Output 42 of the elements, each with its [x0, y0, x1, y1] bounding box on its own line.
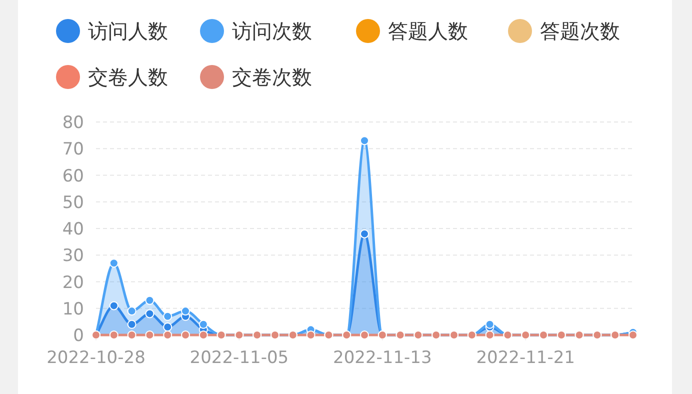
legend-label: 交卷次数: [232, 65, 312, 89]
y-tick-label: 30: [62, 246, 84, 266]
point: [163, 330, 172, 340]
point: [163, 312, 172, 321]
point: [360, 229, 369, 238]
point: [485, 320, 494, 329]
x-tick-label: 2022-11-05: [190, 348, 289, 368]
point: [109, 330, 118, 340]
point: [145, 330, 154, 340]
point: [628, 330, 638, 340]
y-tick-label: 50: [62, 192, 84, 213]
point: [198, 330, 208, 340]
point: [198, 320, 208, 329]
y-tick-label: 40: [62, 220, 84, 240]
point: [163, 322, 172, 332]
point: [485, 330, 494, 340]
point: [181, 330, 190, 340]
y-tick-label: 80: [62, 113, 84, 133]
point: [127, 306, 136, 316]
legend-label: 访问人数: [88, 19, 168, 43]
legend-label: 答题次数: [540, 19, 620, 43]
y-tick-label: 60: [62, 166, 84, 186]
point: [181, 306, 190, 316]
point: [360, 136, 369, 146]
legend-label: 访问次数: [232, 19, 312, 43]
point: [127, 320, 136, 329]
x-tick-label: 2022-10-28: [46, 348, 146, 368]
point: [109, 301, 118, 310]
y-tick-label: 0: [73, 326, 84, 346]
y-tick-label: 20: [62, 272, 84, 293]
legend-label: 答题人数: [388, 19, 468, 43]
point: [145, 296, 154, 305]
point: [127, 330, 136, 340]
x-tick-label: 2022-11-21: [476, 348, 575, 368]
point: [306, 330, 316, 340]
y-tick-label: 70: [62, 140, 84, 160]
legend-label: 交卷人数: [88, 65, 168, 89]
y-tick-label: 10: [62, 299, 84, 320]
point: [145, 309, 154, 318]
x-tick-label: 2022-11-13: [333, 348, 432, 368]
point: [109, 258, 118, 268]
point: [360, 330, 369, 340]
